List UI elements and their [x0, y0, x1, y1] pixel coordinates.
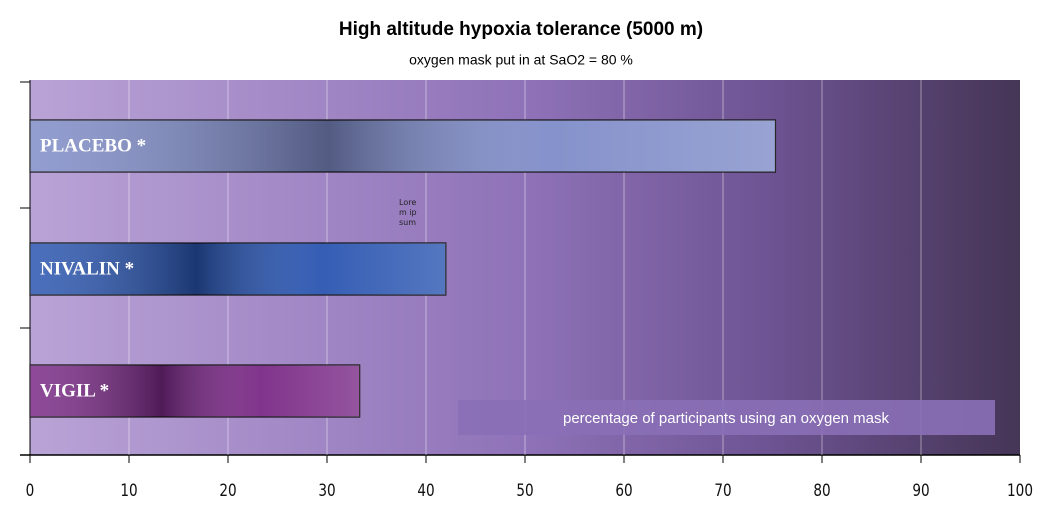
- bar-shade: [30, 243, 446, 295]
- x-tick-label: 10: [120, 481, 137, 501]
- bar-shade: [30, 365, 360, 417]
- category-label: VIGIL *: [40, 380, 109, 401]
- x-axis-label: percentage of participants using an oxyg…: [563, 410, 890, 427]
- x-tick-label: 60: [615, 481, 632, 501]
- x-tick-label: 0: [26, 481, 35, 501]
- x-tick-label: 50: [516, 481, 533, 501]
- x-tick-label: 90: [912, 481, 929, 501]
- x-tick-label: 40: [417, 481, 434, 501]
- x-label-box: [458, 400, 995, 435]
- annotation: Lorem ipsum: [399, 198, 417, 227]
- chart-title: High altitude hypoxia tolerance (5000 m): [339, 19, 703, 40]
- category-label: NIVALIN *: [40, 258, 134, 279]
- category-label: PLACEBO *: [40, 135, 146, 156]
- bar-shade: [30, 120, 776, 172]
- x-tick-label: 20: [219, 481, 236, 501]
- x-tick-label: 30: [318, 481, 335, 501]
- x-tick-label: 100: [1007, 481, 1033, 501]
- x-tick-label: 80: [813, 481, 830, 501]
- chart-subtitle: oxygen mask put in at SaO2 = 80 %: [409, 52, 633, 68]
- x-tick-label: 70: [714, 481, 731, 501]
